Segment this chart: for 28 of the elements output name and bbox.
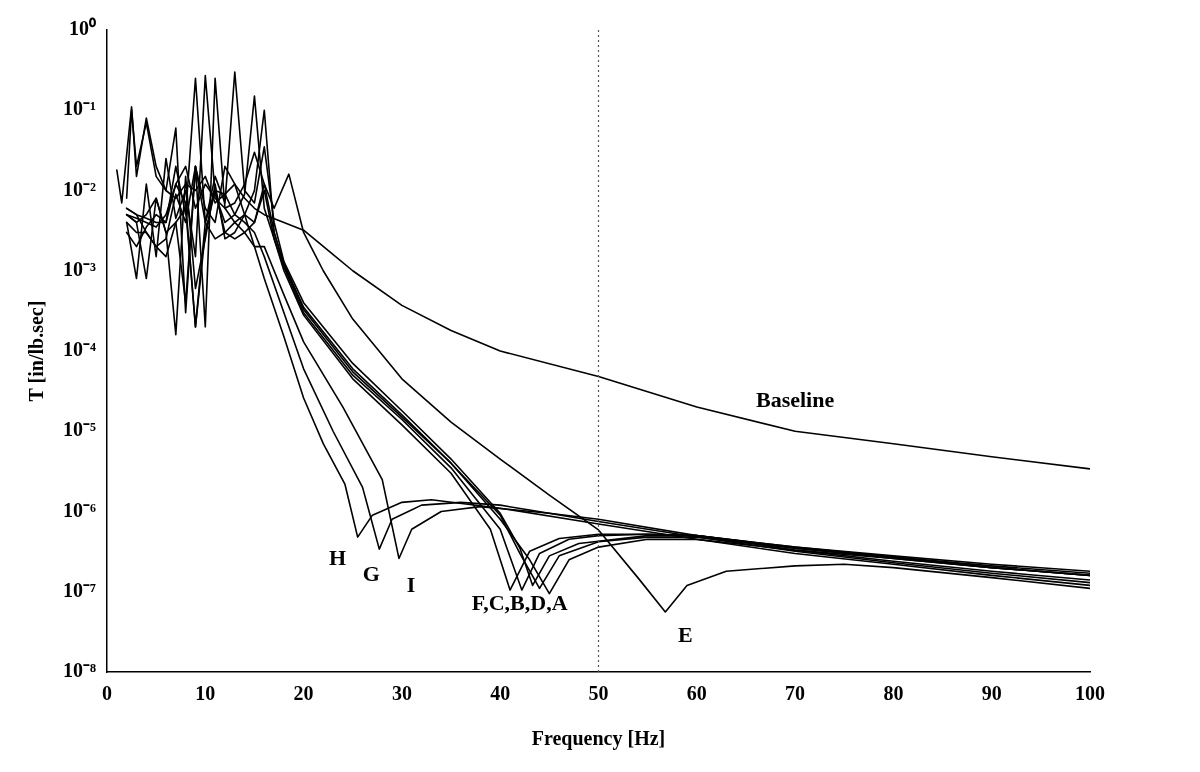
- y-tick-label: 10⁻⁴: [63, 338, 96, 361]
- y-tick-label: 10⁻¹: [63, 97, 96, 120]
- y-tick-label: 10⁻⁷: [63, 578, 96, 601]
- y-tick-label: 10⁻³: [63, 257, 96, 280]
- y-tick-label: 10⁰: [69, 17, 96, 40]
- y-tick-label: 10⁻⁶: [63, 498, 96, 521]
- annotation: E: [678, 621, 693, 647]
- x-tick-label: 100: [1075, 682, 1105, 705]
- x-tick-label: 40: [490, 682, 511, 705]
- x-tick-label: 60: [686, 682, 707, 705]
- x-tick-label: 30: [391, 682, 412, 705]
- annotation: F,C,B,D,A: [471, 589, 568, 615]
- y-tick-label: 10⁻⁵: [63, 418, 96, 441]
- x-tick-label: 50: [588, 682, 609, 705]
- x-axis-title: Frequency [Hz]: [531, 727, 666, 751]
- annotation: G: [362, 560, 380, 586]
- y-tick-label: 10⁻⁸: [63, 659, 96, 682]
- annotation: H: [329, 544, 347, 570]
- x-tick-label: 0: [102, 682, 112, 705]
- y-tick-label: 10⁻²: [63, 177, 96, 200]
- y-axis-title: T [in/lb.sec]: [25, 300, 48, 402]
- x-tick-label: 80: [883, 682, 904, 705]
- annotation: I: [406, 572, 416, 598]
- annotation: Baseline: [755, 386, 835, 412]
- x-tick-label: 20: [293, 682, 314, 705]
- x-tick-label: 10: [195, 682, 216, 705]
- x-tick-label: 70: [785, 682, 806, 705]
- x-tick-label: 90: [981, 682, 1002, 705]
